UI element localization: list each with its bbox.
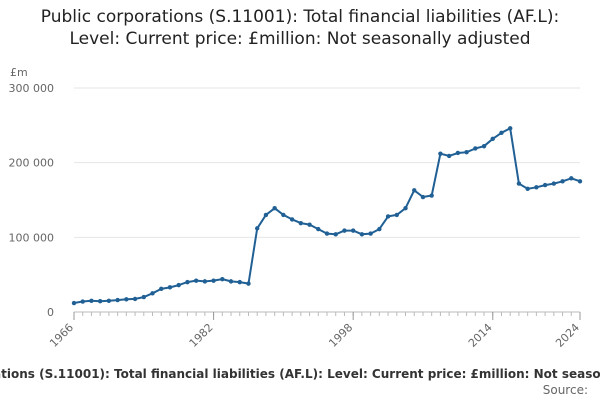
y-unit-label: £m [10, 66, 28, 79]
data-point[interactable] [176, 282, 181, 288]
data-point[interactable] [97, 298, 103, 304]
data-point[interactable] [193, 278, 199, 283]
data-point[interactable] [560, 179, 565, 184]
data-point[interactable] [71, 300, 77, 306]
y-tick-label: 100 000 [9, 231, 55, 244]
data-point[interactable] [569, 176, 574, 181]
x-tick-label: 1982 [187, 321, 216, 350]
data-point[interactable] [551, 181, 557, 186]
data-point[interactable] [403, 206, 408, 211]
data-point[interactable] [106, 298, 112, 303]
data-point[interactable] [429, 193, 434, 198]
data-point[interactable] [385, 214, 391, 219]
chart-title: Public corporations (S.11001): Total fin… [40, 7, 560, 49]
data-point[interactable] [159, 286, 164, 292]
data-point[interactable] [263, 212, 269, 218]
data-point[interactable] [132, 296, 138, 302]
legend-label: Public corporations (S.11001): Total fin… [0, 367, 600, 381]
data-point[interactable] [464, 150, 469, 155]
data-point[interactable] [542, 182, 548, 188]
data-point[interactable] [220, 276, 225, 282]
data-point[interactable] [316, 226, 321, 232]
data-point[interactable] [499, 130, 504, 135]
data-point[interactable] [307, 222, 312, 227]
data-point[interactable] [368, 231, 373, 236]
data-point[interactable] [481, 144, 487, 149]
data-point[interactable] [89, 298, 94, 303]
data-point[interactable] [333, 232, 338, 237]
data-point[interactable] [394, 212, 399, 218]
data-point[interactable] [115, 297, 120, 303]
data-point[interactable] [516, 181, 522, 186]
x-tick-label: 2024 [553, 321, 582, 350]
y-tick-label: 0 [47, 306, 54, 319]
y-tick-label: 200 000 [9, 157, 55, 170]
data-point[interactable] [350, 228, 356, 233]
data-point[interactable] [289, 217, 295, 222]
gridlines [74, 87, 580, 313]
data-point[interactable] [455, 150, 461, 156]
data-point[interactable] [577, 179, 583, 184]
data-point[interactable] [185, 279, 190, 285]
data-point[interactable] [508, 126, 513, 131]
data-point[interactable] [211, 278, 216, 283]
data-point[interactable] [281, 212, 286, 218]
data-point[interactable] [377, 226, 382, 232]
data-point[interactable] [298, 220, 304, 226]
data-point[interactable] [342, 228, 347, 233]
data-point[interactable] [80, 299, 85, 304]
data-point[interactable] [525, 186, 530, 191]
y-tick-label: 300 000 [9, 82, 55, 95]
data-point[interactable] [202, 279, 208, 284]
data-point[interactable] [490, 136, 495, 141]
data-point[interactable] [255, 226, 260, 231]
x-tick-label: 2014 [466, 321, 495, 350]
data-point[interactable] [534, 185, 539, 190]
x-tick-label: 1998 [326, 321, 355, 350]
data-point[interactable] [237, 279, 242, 285]
data-point[interactable] [324, 231, 330, 236]
x-tick-label: 1966 [47, 321, 76, 350]
data-point[interactable] [412, 188, 417, 193]
data-point[interactable] [150, 291, 155, 296]
data-point[interactable] [246, 281, 251, 286]
data-point[interactable] [228, 279, 234, 284]
source-label: Source: [543, 383, 588, 397]
data-point[interactable] [359, 232, 365, 237]
series-layer [71, 126, 583, 306]
data-point[interactable] [272, 206, 277, 211]
data-point[interactable] [141, 294, 146, 300]
data-point[interactable] [420, 194, 426, 200]
data-point[interactable] [473, 146, 478, 151]
series-line [73, 127, 581, 304]
data-point[interactable] [124, 297, 129, 302]
axes: 0 100 000 200 000 300 000 1966 1982 1998 2014 20… [9, 82, 583, 350]
data-point[interactable] [446, 153, 452, 159]
data-point[interactable] [438, 151, 443, 156]
data-point[interactable] [167, 285, 173, 290]
